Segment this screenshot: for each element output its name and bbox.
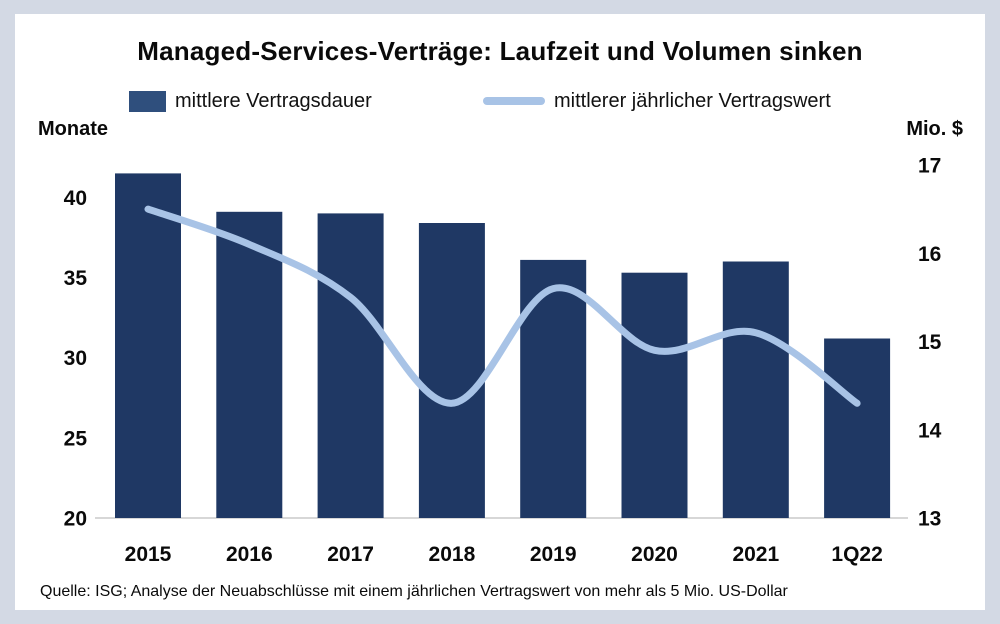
legend-item-bar: mittlere Vertragsdauer — [129, 88, 372, 114]
x-axis-label-2018: 2018 — [429, 543, 476, 566]
chart-card: Managed-Services-Verträge: Laufzeit und … — [15, 14, 985, 610]
bar-2021 — [722, 261, 789, 518]
left-tick-label: 35 — [64, 267, 88, 290]
x-axis-label-2016: 2016 — [226, 543, 273, 566]
left-tick-label: 20 — [64, 508, 87, 531]
legend-item-line: mittlerer jährlicher Vertragswert — [483, 88, 831, 114]
right-tick-label: 13 — [918, 508, 941, 531]
x-axis-label-2017: 2017 — [327, 543, 374, 566]
bar-series-swatch-icon — [129, 90, 166, 112]
x-axis-label-2019: 2019 — [530, 543, 577, 566]
left-tick-label: 40 — [64, 187, 87, 210]
x-axis-label-2015: 2015 — [125, 543, 172, 566]
x-axis-label-2021: 2021 — [732, 543, 779, 566]
bar-2017 — [317, 213, 384, 518]
legend-line-label: mittlerer jährlicher Vertragswert — [554, 89, 831, 112]
right-tick-label: 16 — [918, 243, 941, 266]
line-series-swatch-icon — [483, 97, 545, 105]
right-tick-label: 17 — [918, 155, 941, 178]
bar-2019 — [520, 259, 587, 518]
right-tick-label: 14 — [918, 419, 942, 442]
right-axis-unit-label: Mio. $ — [906, 118, 963, 140]
bar-1Q22 — [824, 338, 891, 518]
bar-2015 — [115, 173, 181, 518]
right-tick-label: 15 — [918, 331, 942, 354]
chart-title: Managed-Services-Verträge: Laufzeit und … — [137, 36, 863, 66]
bar-2018 — [418, 223, 485, 518]
x-axis-label-1Q22: 1Q22 — [831, 543, 882, 566]
source-note: Quelle: ISG; Analyse der Neuabschlüsse m… — [40, 583, 788, 600]
bar-2016 — [216, 211, 283, 519]
left-axis-unit-label: Monate — [38, 118, 108, 140]
left-tick-label: 30 — [64, 347, 87, 370]
legend-bar-label: mittlere Vertragsdauer — [175, 89, 372, 112]
x-axis-label-2020: 2020 — [631, 543, 678, 566]
left-tick-label: 25 — [64, 427, 88, 450]
bar-2020 — [621, 272, 688, 518]
value-line — [144, 205, 861, 407]
